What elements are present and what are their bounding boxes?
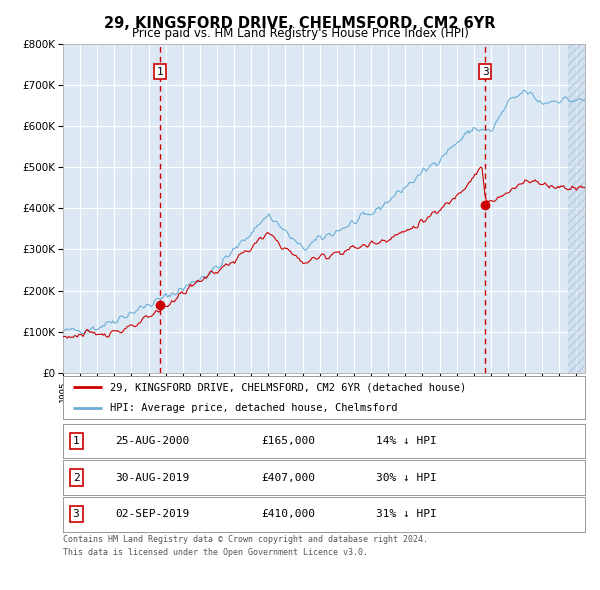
Text: 30-AUG-2019: 30-AUG-2019 [115, 473, 190, 483]
Text: HPI: Average price, detached house, Chelmsford: HPI: Average price, detached house, Chel… [110, 404, 397, 413]
Text: 14% ↓ HPI: 14% ↓ HPI [376, 436, 437, 446]
Text: 3: 3 [482, 67, 488, 77]
Text: This data is licensed under the Open Government Licence v3.0.: This data is licensed under the Open Gov… [63, 548, 368, 556]
Text: £407,000: £407,000 [262, 473, 316, 483]
Text: 25-AUG-2000: 25-AUG-2000 [115, 436, 190, 446]
Bar [568, 44, 585, 373]
Text: 31% ↓ HPI: 31% ↓ HPI [376, 509, 437, 519]
Text: 3: 3 [73, 509, 79, 519]
Text: 1: 1 [157, 67, 163, 77]
Text: £165,000: £165,000 [262, 436, 316, 446]
Text: 29, KINGSFORD DRIVE, CHELMSFORD, CM2 6YR (detached house): 29, KINGSFORD DRIVE, CHELMSFORD, CM2 6YR… [110, 382, 466, 392]
Text: 30% ↓ HPI: 30% ↓ HPI [376, 473, 437, 483]
Text: £410,000: £410,000 [262, 509, 316, 519]
Text: Contains HM Land Registry data © Crown copyright and database right 2024.: Contains HM Land Registry data © Crown c… [63, 535, 428, 543]
Text: Price paid vs. HM Land Registry's House Price Index (HPI): Price paid vs. HM Land Registry's House … [131, 27, 469, 40]
Text: 2: 2 [73, 473, 79, 483]
Text: 29, KINGSFORD DRIVE, CHELMSFORD, CM2 6YR: 29, KINGSFORD DRIVE, CHELMSFORD, CM2 6YR [104, 16, 496, 31]
Text: 02-SEP-2019: 02-SEP-2019 [115, 509, 190, 519]
Text: 1: 1 [73, 436, 79, 446]
